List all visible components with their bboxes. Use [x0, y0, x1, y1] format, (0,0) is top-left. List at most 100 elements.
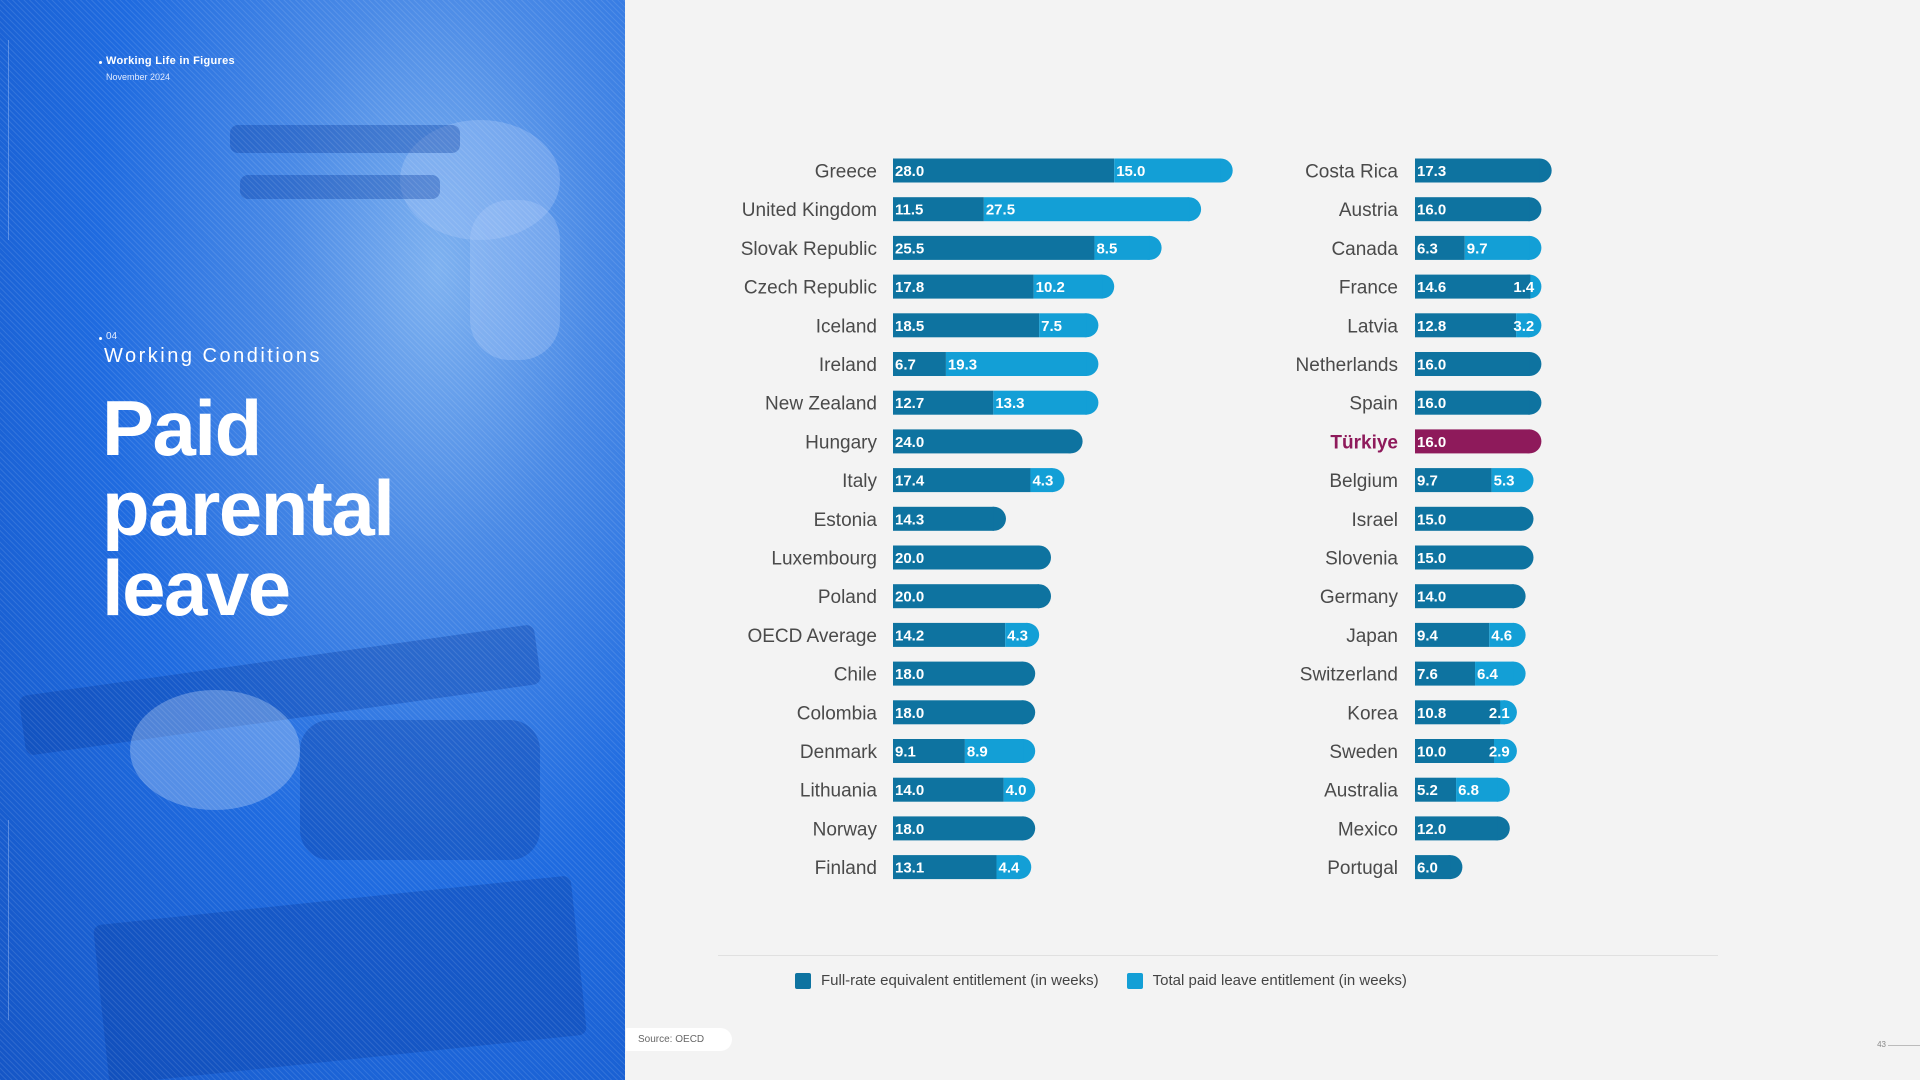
bar-full-rate-spain: [1415, 390, 1530, 415]
bar-total-paid-slovak-republic: [1094, 235, 1150, 260]
category-label-austria: Austria: [1339, 200, 1399, 221]
bar-full-rate-israel: [1415, 506, 1522, 531]
bar-full-rate-czech-republic: [893, 274, 1034, 299]
value-label-full-rate-turkiye: 16.0: [1417, 434, 1446, 451]
value-label-full-rate-lithuania: 14.0: [895, 782, 924, 799]
bar-total-paid-sweden: [1494, 739, 1505, 763]
bar-full-rate-slovak-republic: [893, 235, 1095, 260]
document-title: Working Life in Figures: [106, 55, 235, 67]
bar-full-rate-poland: [893, 584, 1039, 609]
value-label-full-rate-switzerland: 7.6: [1417, 666, 1438, 683]
bar-full-rate-turkiye: [1415, 429, 1530, 454]
legend-label-full-rate: Full-rate equivalent entitlement (in wee…: [821, 972, 1099, 989]
value-label-full-rate-greece: 28.0: [895, 163, 924, 180]
bar-full-rate-hungary: [893, 429, 1071, 454]
hand-shape: [130, 690, 300, 810]
bar-total-paid-latvia: [1516, 313, 1530, 338]
value-label-full-rate-germany: 14.0: [1417, 589, 1446, 606]
bar-full-rate-japan: [1415, 622, 1490, 647]
bar-full-rate-new-zealand: [893, 390, 994, 415]
light-shape: [470, 200, 560, 360]
bar-full-rate-portugal: [1415, 855, 1451, 880]
category-label-ireland: Ireland: [819, 355, 877, 376]
value-label-total-paid-ireland: 19.3: [948, 357, 977, 374]
category-label-colombia: Colombia: [797, 703, 878, 724]
value-label-full-rate-belgium: 9.7: [1417, 473, 1438, 490]
value-label-full-rate-oecd-average: 14.2: [895, 627, 924, 644]
bar-total-paid-czech-republic: [1033, 274, 1103, 299]
legend-divider: [718, 955, 1718, 956]
shelf-block: [230, 125, 460, 153]
bar-full-rate-united-kingdom: [893, 197, 984, 222]
value-label-full-rate-estonia: 14.3: [895, 511, 924, 528]
bar-full-rate-denmark: [893, 739, 965, 763]
bar-total-paid-greece: [1114, 158, 1221, 183]
value-label-full-rate-australia: 5.2: [1417, 782, 1438, 799]
value-label-full-rate-chile: 18.0: [895, 666, 924, 683]
section-name: Working Conditions: [104, 345, 323, 367]
category-label-canada: Canada: [1331, 239, 1398, 260]
value-label-total-paid-united-kingdom: 27.5: [986, 202, 1015, 219]
category-label-korea: Korea: [1347, 703, 1398, 724]
category-label-iceland: Iceland: [816, 316, 877, 337]
bar-total-paid-ireland: [945, 352, 1087, 376]
bar-total-paid-switzerland: [1475, 661, 1514, 686]
value-label-full-rate-poland: 20.0: [895, 589, 924, 606]
value-label-full-rate-mexico: 12.0: [1417, 821, 1446, 838]
bar-full-rate-france: [1415, 274, 1531, 299]
document-date: November 2024: [106, 72, 171, 82]
category-label-mexico: Mexico: [1338, 819, 1398, 840]
value-label-total-paid-iceland: 7.5: [1041, 318, 1062, 335]
full-rate-swatch: [795, 972, 811, 989]
page-number-line: [1888, 1045, 1920, 1046]
bar-full-rate-korea: [1415, 700, 1501, 725]
chart-legend: Full-rate equivalent entitlement (in wee…: [795, 972, 1407, 989]
value-label-total-paid-australia: 6.8: [1458, 782, 1479, 799]
category-label-costa-rica: Costa Rica: [1305, 162, 1398, 183]
category-label-netherlands: Netherlands: [1296, 355, 1398, 376]
category-label-portugal: Portugal: [1327, 858, 1398, 879]
bar-total-paid-united-kingdom: [983, 197, 1190, 222]
value-label-full-rate-luxembourg: 20.0: [895, 550, 924, 567]
value-label-full-rate-norway: 18.0: [895, 821, 924, 838]
value-label-full-rate-france: 14.6: [1417, 279, 1446, 296]
bar-full-rate-norway: [893, 816, 1024, 841]
value-label-total-paid-latvia: 3.2: [1513, 318, 1534, 335]
category-label-new-zealand: New Zealand: [765, 394, 877, 415]
bar-full-rate-estonia: [893, 506, 994, 531]
bar-full-rate-austria: [1415, 197, 1530, 222]
vise-block: [300, 720, 540, 860]
category-label-chile: Chile: [834, 665, 877, 686]
value-label-full-rate-italy: 17.4: [895, 473, 925, 490]
category-label-luxembourg: Luxembourg: [771, 549, 877, 570]
category-label-estonia: Estonia: [814, 510, 878, 531]
category-label-italy: Italy: [842, 471, 877, 492]
value-label-total-paid-denmark: 8.9: [967, 744, 988, 761]
bar-full-rate-netherlands: [1415, 352, 1530, 376]
bar-full-rate-switzerland: [1415, 661, 1476, 686]
page-headline: Paid parental leave: [102, 384, 395, 632]
category-label-australia: Australia: [1324, 781, 1398, 802]
value-label-full-rate-netherlands: 16.0: [1417, 357, 1446, 374]
source-note: Source: OECD: [626, 1028, 733, 1051]
value-label-full-rate-slovak-republic: 25.5: [895, 240, 924, 257]
bar-full-rate-canada: [1415, 235, 1465, 260]
value-label-total-paid-japan: 4.6: [1491, 627, 1512, 644]
bar-full-rate-germany: [1415, 584, 1514, 609]
value-label-full-rate-japan: 9.4: [1417, 627, 1439, 644]
bar-total-paid-japan: [1489, 622, 1514, 647]
frame-line: [8, 820, 9, 1020]
bar-total-paid-iceland: [1039, 313, 1087, 338]
lamp-shape: [400, 120, 560, 240]
value-label-total-paid-finland: 4.4: [998, 860, 1020, 877]
value-label-total-paid-france: 1.4: [1513, 279, 1535, 296]
value-label-total-paid-belgium: 5.3: [1494, 473, 1515, 490]
page-number: 43: [1877, 1040, 1886, 1049]
legend-item-full-rate: Full-rate equivalent entitlement (in wee…: [795, 972, 1099, 989]
bar-total-paid-finland: [996, 855, 1020, 880]
legend-label-total-paid: Total paid leave entitlement (in weeks): [1152, 972, 1407, 989]
category-label-israel: Israel: [1352, 510, 1398, 531]
category-label-switzerland: Switzerland: [1300, 665, 1398, 686]
category-label-hungary: Hungary: [805, 432, 877, 453]
